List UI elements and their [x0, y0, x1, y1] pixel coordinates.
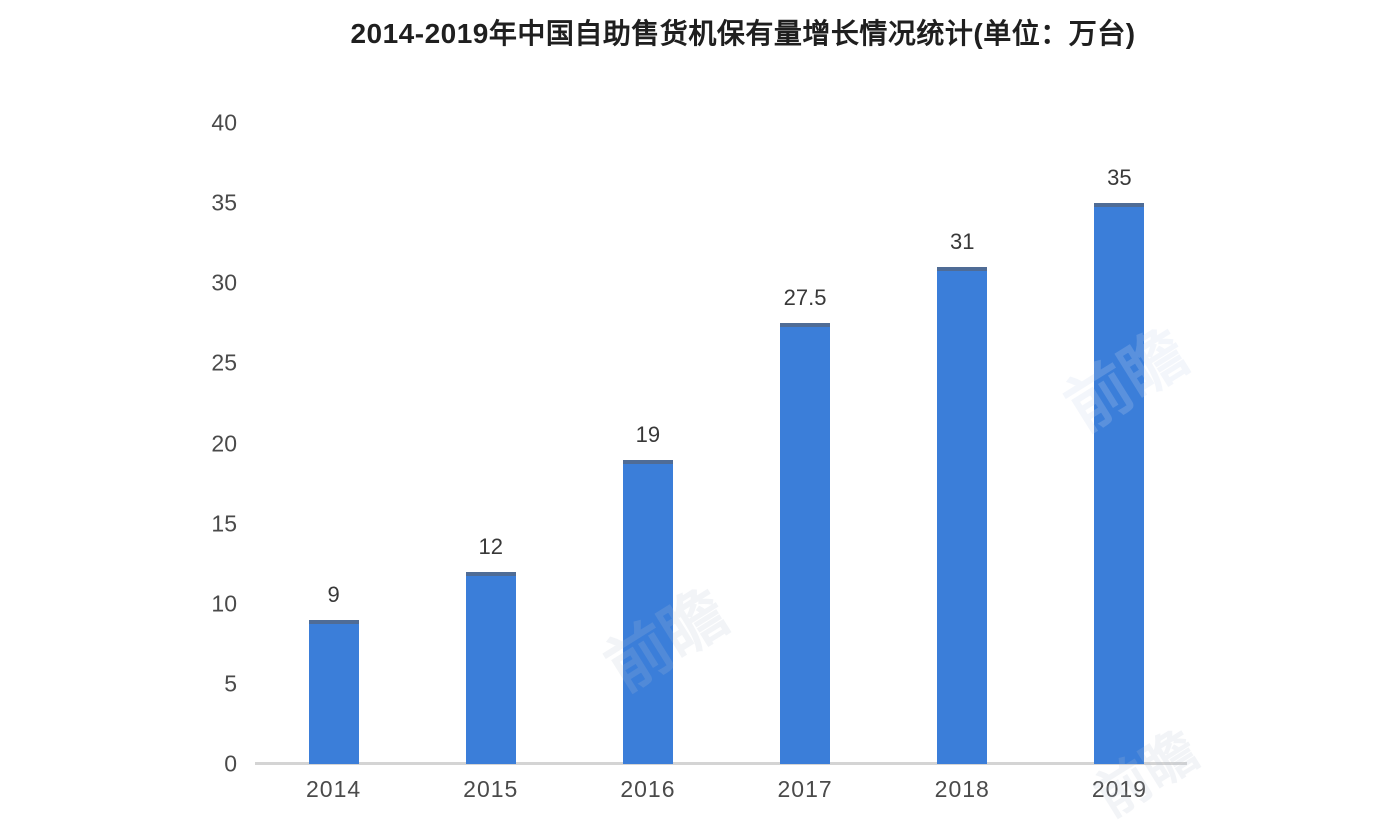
bar-2017: [780, 323, 831, 764]
x-tick-label: 2016: [620, 776, 676, 802]
chart-title: 2014-2019年中国自助售货机保有量增长情况统计(单位：万台): [350, 18, 1136, 49]
y-tick-label: 15: [211, 510, 237, 537]
bar-value-label: 27.5: [783, 285, 827, 311]
y-tick-label: 0: [224, 750, 237, 777]
y-tick-label: 5: [224, 670, 237, 697]
y-tick-label: 40: [211, 109, 237, 136]
x-tick-label: 2018: [934, 776, 990, 802]
bar-2014: [308, 619, 359, 764]
x-tick-label: 2014: [305, 776, 362, 802]
bar-2019: [1094, 203, 1145, 764]
x-tick-label: 2015: [463, 776, 519, 802]
bar-value-label: 19: [635, 421, 661, 447]
x-tick-label: 2019: [1091, 776, 1147, 802]
bar-value-label: 31: [950, 229, 975, 255]
bar-2015: [465, 571, 516, 764]
y-tick-label: 10: [211, 590, 237, 617]
bar-2016: [622, 459, 673, 764]
bar-value-label: 12: [478, 533, 503, 559]
y-tick-label: 35: [211, 189, 237, 216]
y-tick-label: 30: [211, 269, 237, 296]
x-tick-label: 2017: [777, 776, 833, 802]
bar-2018: [937, 267, 988, 764]
y-tick-label: 25: [211, 349, 237, 376]
bar-value-label: 35: [1107, 165, 1132, 191]
y-axis: 0 5 10 15 20 25 30 35 40: [150, 111, 237, 775]
plot-area: 9 12 19 27.5 31 35: [255, 123, 1198, 765]
bar-value-label: 9: [327, 581, 340, 607]
x-axis-line: [255, 762, 1187, 765]
x-axis-labels: 2014 2015 2016 2017 2018 2019: [255, 778, 1198, 808]
y-tick-label: 20: [211, 430, 237, 456]
